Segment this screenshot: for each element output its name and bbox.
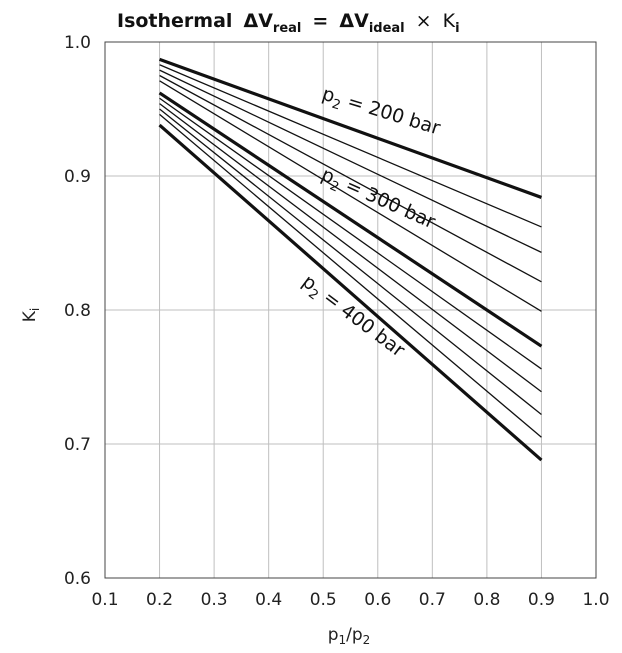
x-tick-label: 0.1 (91, 590, 118, 610)
series-line-5 (159, 80, 542, 312)
x-tick-label: 0.8 (473, 590, 500, 610)
series-line-7 (159, 97, 542, 370)
series-line-2 (159, 64, 542, 228)
series-line-8 (159, 103, 542, 393)
y-tick-label: 0.7 (64, 435, 91, 455)
x-tick-label: 0.2 (146, 590, 173, 610)
series-line-11 (158, 123, 543, 462)
y-tick-label: 0.9 (64, 167, 91, 187)
chart-title: Isothermal ΔVreal = ΔVideal × Ki (117, 10, 460, 37)
x-axis-label: p1/p2 (328, 625, 371, 647)
y-tick-label: 0.8 (64, 301, 91, 321)
x-tick-label: 1.0 (582, 590, 609, 610)
x-tick-label: 0.7 (419, 590, 446, 610)
series-line-1 (159, 57, 542, 199)
tick-labels: 0.1 0.2 0.3 0.4 0.5 0.6 0.7 0.8 0.9 1.0 0.6 0.7 0.8 0… (64, 33, 610, 610)
series-line-9 (159, 108, 542, 416)
y-axis-label: Ki (20, 308, 42, 323)
series-line-6 (158, 91, 543, 348)
y-tick-label: 0.6 (64, 569, 91, 589)
x-tick-label: 0.6 (364, 590, 391, 610)
plot-frame (104, 41, 597, 579)
series-line-10 (159, 113, 542, 438)
series-line-4 (159, 74, 542, 283)
x-tick-label: 0.3 (201, 590, 228, 610)
x-tick-label: 0.9 (528, 590, 555, 610)
x-tick-label: 0.5 (310, 590, 337, 610)
label-400-bar: p2 = 400 bar (296, 270, 409, 364)
x-tick-label: 0.4 (255, 590, 282, 610)
label-200-bar: p2 = 200 bar (318, 83, 443, 144)
series-line-3 (159, 69, 542, 253)
series-lines (158, 57, 543, 462)
y-tick-label: 1.0 (64, 33, 91, 53)
